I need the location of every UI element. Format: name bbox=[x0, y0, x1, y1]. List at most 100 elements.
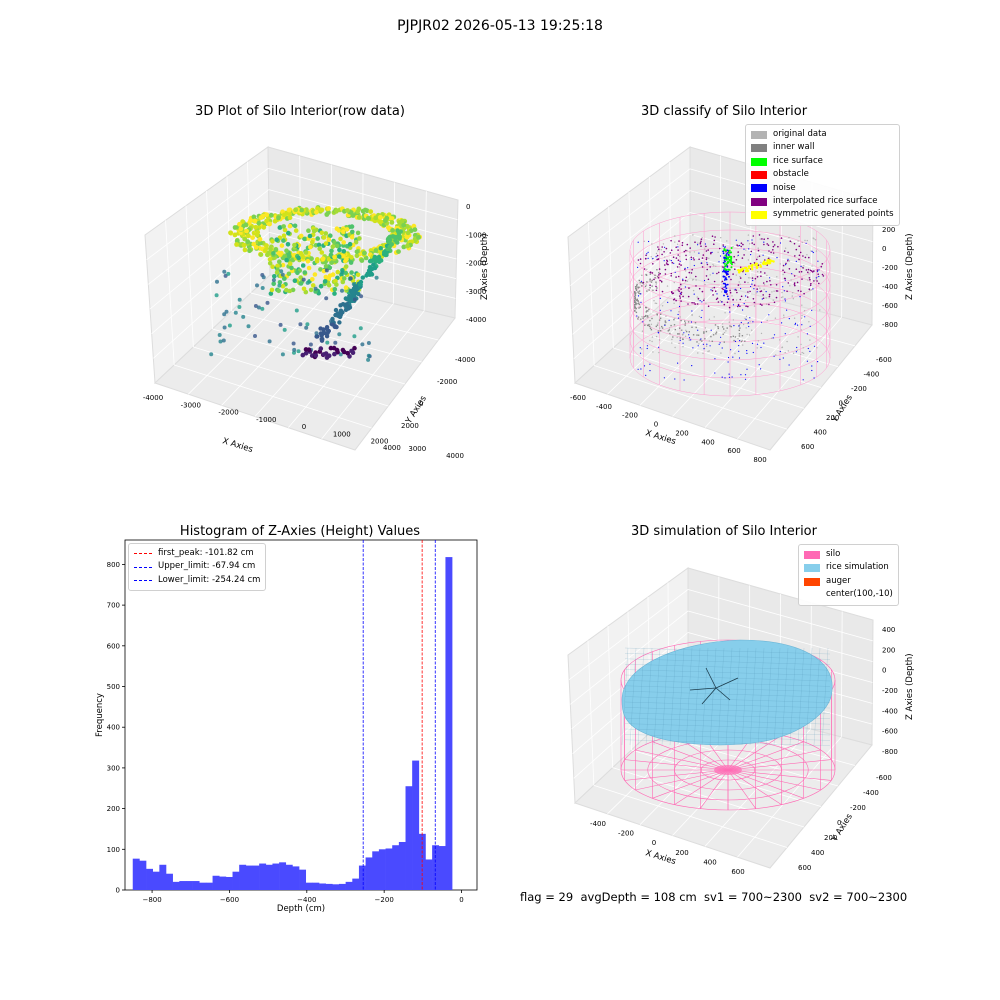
histogram-bar bbox=[272, 863, 280, 890]
panel3-histogram: −800 −600 −400 −200 0 0 100 200 300 400 500 600 700… bbox=[95, 539, 478, 914]
data-point bbox=[318, 207, 324, 213]
y-tick-label: -600 bbox=[876, 774, 892, 782]
noise-point bbox=[747, 322, 750, 324]
interpolated-point bbox=[666, 263, 668, 266]
noise-point bbox=[724, 260, 726, 263]
inner-wall-point bbox=[637, 316, 640, 318]
noise-point bbox=[738, 325, 740, 327]
original-data-point bbox=[789, 285, 791, 287]
data-point bbox=[257, 236, 263, 242]
interpolated-point bbox=[751, 242, 753, 244]
noise-point bbox=[729, 311, 731, 313]
data-point bbox=[322, 279, 328, 284]
original-data-point bbox=[688, 339, 691, 341]
original-data-point bbox=[747, 277, 750, 279]
surface-mesh-line bbox=[624, 696, 831, 703]
histogram-bar bbox=[325, 883, 333, 890]
data-point bbox=[355, 272, 361, 278]
data-point bbox=[332, 254, 337, 260]
x-tick-label: 800 bbox=[753, 456, 766, 464]
noise-point bbox=[806, 333, 809, 335]
data-point bbox=[341, 249, 347, 254]
data-point bbox=[401, 222, 407, 228]
original-data-point bbox=[732, 246, 734, 248]
original-data-point bbox=[807, 279, 809, 281]
original-data-point bbox=[665, 315, 667, 317]
original-data-point bbox=[738, 281, 740, 283]
original-data-point bbox=[759, 238, 761, 240]
noise-point bbox=[811, 309, 813, 311]
y-tick-label: 300 bbox=[107, 764, 120, 772]
original-data-point bbox=[773, 290, 775, 292]
noise-point bbox=[784, 300, 787, 302]
original-data-point bbox=[814, 239, 817, 241]
interpolated-point bbox=[722, 266, 724, 268]
inner-wall-point bbox=[712, 334, 715, 336]
interpolated-point bbox=[732, 273, 734, 275]
interpolated-point bbox=[655, 289, 658, 292]
noise-point bbox=[782, 286, 784, 288]
data-point bbox=[281, 233, 287, 238]
inner-wall-point bbox=[738, 329, 740, 331]
data-point bbox=[303, 250, 309, 255]
noise-point bbox=[745, 273, 747, 275]
original-data-point bbox=[757, 271, 759, 273]
auger-line bbox=[689, 687, 717, 691]
interpolated-point bbox=[656, 254, 659, 257]
histogram-bar bbox=[358, 865, 366, 890]
inner-wall-point bbox=[738, 333, 741, 335]
data-point bbox=[336, 254, 342, 259]
noise-point bbox=[809, 325, 811, 327]
interpolated-point bbox=[762, 294, 764, 296]
noise-point bbox=[739, 340, 741, 342]
original-data-point bbox=[739, 283, 741, 285]
noise-point bbox=[690, 321, 693, 323]
interpolated-point bbox=[798, 254, 801, 257]
data-point bbox=[306, 228, 311, 233]
histogram-bar bbox=[265, 864, 273, 890]
inner-wall-point bbox=[637, 291, 639, 293]
interpolated-point bbox=[658, 274, 660, 276]
data-point bbox=[341, 240, 347, 245]
inner-wall-point bbox=[696, 334, 698, 336]
noise-point bbox=[751, 342, 754, 344]
original-data-point bbox=[645, 284, 648, 286]
symmetric-point bbox=[744, 269, 748, 273]
noise-point bbox=[706, 343, 708, 345]
noise-point bbox=[779, 350, 781, 353]
data-point bbox=[271, 278, 276, 283]
interpolated-point bbox=[655, 285, 657, 288]
data-point bbox=[374, 275, 379, 280]
interpolated-point bbox=[699, 243, 702, 245]
noise-point bbox=[817, 361, 819, 363]
original-data-point bbox=[674, 346, 676, 349]
interpolated-point bbox=[695, 275, 697, 278]
interpolated-point bbox=[797, 289, 800, 292]
data-point bbox=[285, 242, 291, 247]
original-data-point bbox=[813, 238, 815, 240]
interpolated-point bbox=[687, 303, 689, 305]
inner-wall-point bbox=[647, 324, 649, 327]
noise-point bbox=[746, 368, 748, 370]
interpolated-point bbox=[804, 256, 807, 259]
noise-point bbox=[750, 254, 752, 256]
inner-wall-point bbox=[697, 334, 700, 336]
data-point bbox=[399, 218, 405, 224]
interpolated-point bbox=[735, 259, 738, 261]
interpolated-point bbox=[813, 280, 815, 282]
z-tick-label: -4000 bbox=[466, 316, 486, 324]
silo-floor-ring bbox=[674, 749, 782, 791]
data-point bbox=[300, 263, 306, 268]
original-data-point bbox=[697, 352, 699, 354]
data-point bbox=[378, 258, 384, 263]
data-point bbox=[228, 230, 233, 236]
data-point bbox=[368, 209, 374, 215]
data-point bbox=[221, 338, 226, 343]
rice-surface-point bbox=[724, 258, 727, 261]
interpolated-point bbox=[701, 266, 704, 268]
original-data-point bbox=[655, 302, 658, 305]
noise-point bbox=[726, 290, 728, 292]
surface-mesh-line bbox=[661, 647, 669, 746]
noise-point bbox=[718, 343, 720, 345]
original-data-point bbox=[664, 256, 666, 258]
